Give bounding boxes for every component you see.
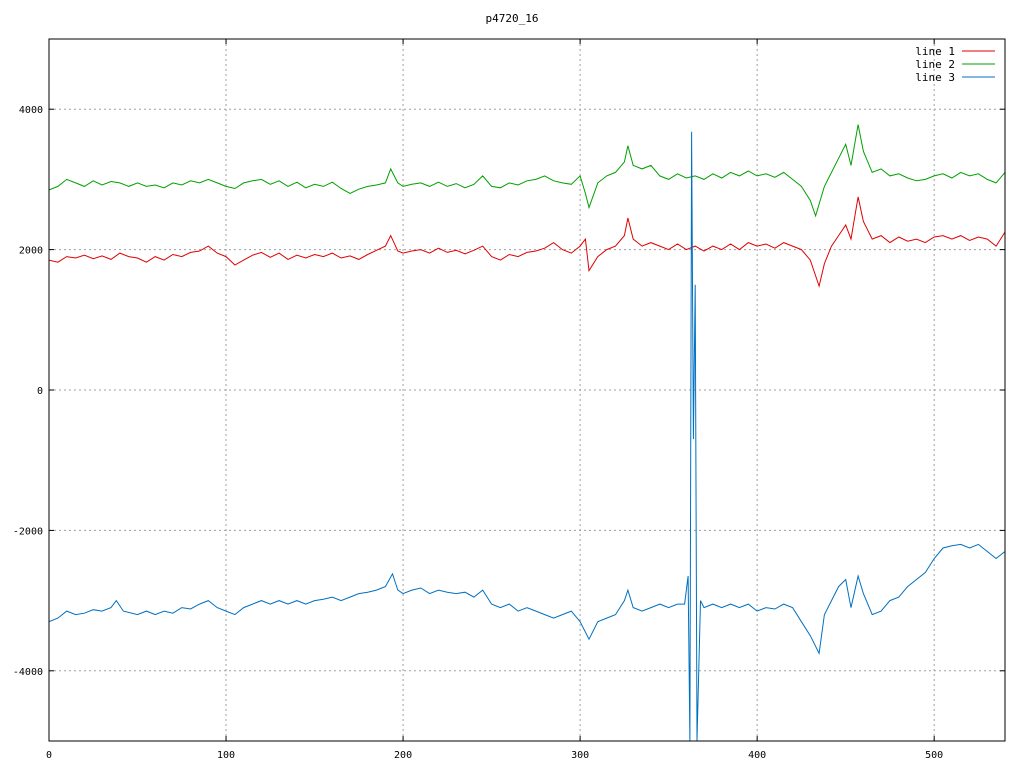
series-line-3 xyxy=(49,131,1005,741)
plot-frame xyxy=(48,38,1006,742)
y-tick-label: -2000 xyxy=(13,526,43,537)
y-tick-label: -4000 xyxy=(13,667,43,678)
grid-lines xyxy=(49,39,1005,741)
series-line-1 xyxy=(49,196,1005,288)
y-axis-ticks: -4000 -2000 0 2000 4000 xyxy=(13,105,1005,678)
y-tick-label: 4000 xyxy=(19,105,43,116)
legend-label-3: line 3 xyxy=(915,71,955,84)
x-tick-label: 300 xyxy=(571,750,589,761)
legend-label-1: line 1 xyxy=(915,45,955,58)
x-tick-label: 200 xyxy=(394,750,412,761)
y-tick-label: 2000 xyxy=(19,246,43,257)
legend-label-2: line 2 xyxy=(915,58,955,71)
x-tick-label: 100 xyxy=(217,750,235,761)
chart-title: p4720_16 xyxy=(486,12,539,25)
x-tick-label: 500 xyxy=(925,750,943,761)
y-tick-label: 0 xyxy=(37,386,43,397)
x-tick-label: 400 xyxy=(748,750,766,761)
x-tick-label: 0 xyxy=(46,750,52,761)
x-axis-ticks: 0 100 200 300 400 500 xyxy=(46,39,943,761)
series-line-2 xyxy=(49,124,1005,218)
plot-lines xyxy=(49,124,1005,741)
